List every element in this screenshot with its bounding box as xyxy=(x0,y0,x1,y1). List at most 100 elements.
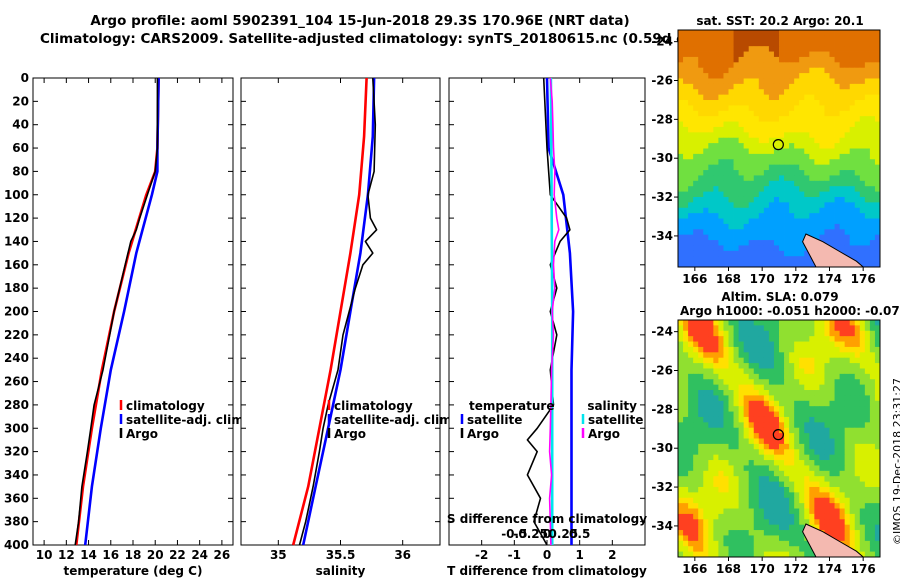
map-cell xyxy=(743,153,750,160)
map-cell xyxy=(733,196,739,203)
map-cell xyxy=(779,352,785,359)
map-cell xyxy=(723,400,729,407)
map-cell xyxy=(768,46,775,52)
map-cell xyxy=(789,137,795,144)
map-cell xyxy=(713,56,719,63)
map-cell xyxy=(784,56,790,63)
map-cell xyxy=(743,449,750,456)
map-cell xyxy=(824,51,830,58)
map-cell xyxy=(753,67,760,74)
map-cell xyxy=(864,492,871,499)
map-cell xyxy=(819,35,825,42)
map-cell xyxy=(693,126,699,133)
map-cell xyxy=(703,78,709,85)
map-cell xyxy=(789,519,795,526)
map-cell xyxy=(698,535,704,542)
map-cell xyxy=(824,320,830,326)
map-cell xyxy=(773,35,780,42)
map-cell xyxy=(784,213,790,219)
map-cell xyxy=(708,196,714,203)
map-cell xyxy=(688,132,694,139)
map-cell xyxy=(758,40,765,47)
map-cell xyxy=(743,508,750,515)
map-cell xyxy=(794,51,800,58)
map-cell xyxy=(713,207,719,214)
map-cell xyxy=(718,110,724,117)
map-cell xyxy=(799,105,805,112)
map-cell xyxy=(864,126,871,133)
map-cell xyxy=(678,535,684,542)
map-cell xyxy=(683,341,689,348)
map-cell xyxy=(683,78,689,85)
map-cell xyxy=(874,406,881,412)
map-cell xyxy=(748,240,755,246)
map-cell xyxy=(748,530,755,536)
map-cell xyxy=(683,524,689,531)
map-cell xyxy=(789,465,795,472)
map-cell xyxy=(753,406,760,412)
map-cell xyxy=(733,336,739,342)
map-cell xyxy=(748,46,755,52)
map-cell xyxy=(768,363,775,369)
map-cell xyxy=(713,400,719,407)
map-cell xyxy=(693,30,699,36)
map-cell xyxy=(738,400,745,407)
map-cell xyxy=(688,524,694,531)
map-cell xyxy=(698,143,704,149)
map-cell xyxy=(743,159,750,166)
map-cell xyxy=(743,164,750,171)
map-cell xyxy=(854,175,861,182)
map-cell xyxy=(849,400,856,407)
map-cell xyxy=(738,384,745,391)
map-cell xyxy=(789,229,795,236)
map-cell xyxy=(693,390,699,396)
map-cell xyxy=(834,121,840,128)
map-cell xyxy=(784,438,790,445)
map-cell xyxy=(799,540,805,547)
map-cell xyxy=(738,132,745,139)
map-cell xyxy=(849,449,856,456)
map-cell xyxy=(763,379,770,386)
map-cell xyxy=(844,503,851,509)
map-cell xyxy=(874,261,881,268)
map-cell xyxy=(708,240,714,246)
map-cell xyxy=(713,51,719,58)
map-cell xyxy=(859,240,866,246)
map-cell xyxy=(854,164,861,171)
map-cell xyxy=(814,373,820,380)
map-cell xyxy=(758,400,765,407)
map-cell xyxy=(829,73,835,79)
map-cell xyxy=(698,508,704,515)
map-cell xyxy=(728,196,734,203)
map-cell xyxy=(713,78,719,85)
map-cell xyxy=(688,336,694,342)
map-cell xyxy=(703,67,709,74)
map-cell xyxy=(819,513,825,520)
map-cell xyxy=(779,384,785,391)
map-cell xyxy=(809,153,815,160)
map-cell xyxy=(829,416,835,423)
map-cell xyxy=(713,336,719,342)
map-cell xyxy=(789,218,795,225)
map-cell xyxy=(748,213,755,219)
map-cell xyxy=(839,89,846,96)
map-cell xyxy=(733,540,739,547)
map-cell xyxy=(688,406,694,412)
map-cell xyxy=(839,454,846,461)
map-cell xyxy=(748,229,755,236)
map-cell xyxy=(698,89,704,96)
map-cell xyxy=(768,116,775,122)
map-cell xyxy=(779,540,785,547)
map-cell xyxy=(768,234,775,241)
map-cell xyxy=(688,519,694,526)
map-cell xyxy=(834,78,840,85)
map-cell xyxy=(718,352,724,359)
map-cell xyxy=(874,164,881,171)
map-cell xyxy=(839,530,846,536)
map-cell xyxy=(799,492,805,499)
map-cell xyxy=(683,110,689,117)
map-cell xyxy=(683,105,689,112)
map-cell xyxy=(814,94,820,101)
map-cell xyxy=(819,191,825,198)
map-cell xyxy=(708,330,714,337)
